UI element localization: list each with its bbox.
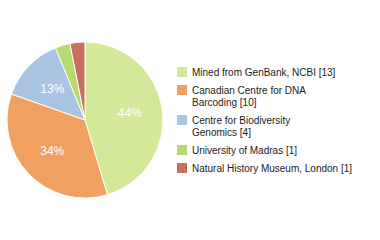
legend-swatch xyxy=(177,145,187,155)
data-label: 34% xyxy=(40,144,64,158)
legend-label: Centre for BiodiversityGenomics [4] xyxy=(192,115,290,138)
data-label: 13% xyxy=(40,82,64,96)
legend-swatch xyxy=(177,67,187,77)
pie-slice xyxy=(70,42,85,120)
legend-label: Natural History Museum, London [1] xyxy=(192,163,352,174)
data-labels: 44% 34% 13% xyxy=(40,82,142,158)
legend-swatch xyxy=(177,85,187,95)
legend-swatch xyxy=(177,163,187,173)
legend-label: Canadian Centre for DNABarcoding [10] xyxy=(192,85,306,108)
chart: 44% 34% 13% Mined from GenBank, NCBI [13] Ca… xyxy=(0,0,380,240)
data-label: 44% xyxy=(118,106,142,120)
pie xyxy=(7,42,163,198)
legend-label: Mined from GenBank, NCBI [13] xyxy=(192,67,336,78)
legend-swatch xyxy=(177,115,187,125)
legend: Mined from GenBank, NCBI [13] Canadian Ce… xyxy=(177,67,352,174)
legend-label: University of Madras [1] xyxy=(192,145,297,156)
